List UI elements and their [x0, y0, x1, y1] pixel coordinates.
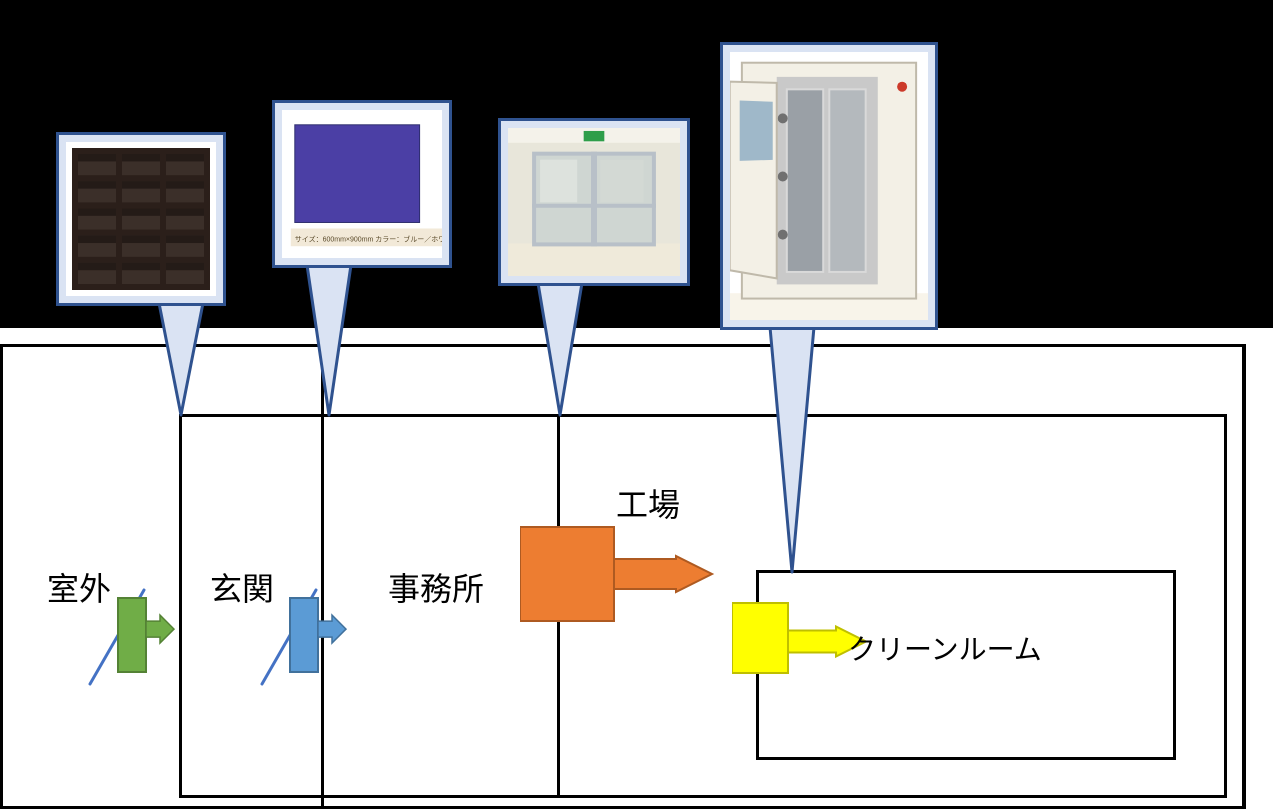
label-factory: 工場	[616, 480, 680, 526]
shelf-icon	[66, 142, 216, 296]
door-office-to-factory	[520, 522, 722, 626]
callout-tail-shelf	[155, 301, 207, 417]
label-office: 事務所	[388, 564, 484, 610]
sticky-mat-icon: サイズ：600mm×900mm カラー：ブルー／ホワイト	[282, 110, 442, 258]
callout-tail-glassdoor	[534, 281, 586, 417]
label-outside: 室外	[47, 564, 111, 610]
callout-tail-mat	[303, 263, 355, 417]
glass-door-icon	[508, 128, 680, 276]
svg-text:サイズ：600mm×900mm カラー：ブルー／ホワイト: サイズ：600mm×900mm カラー：ブルー／ホワイト	[295, 234, 442, 243]
callout-tail-airshower	[766, 325, 818, 574]
air-shower-icon	[730, 52, 928, 320]
label-cleanroom: クリーンルーム	[848, 628, 1042, 668]
label-genkan: 玄関	[210, 564, 274, 610]
diagram-stage: 室外 玄関 事務所 工場 クリーンルーム サイズ：600mm×900mm カラー…	[0, 0, 1273, 809]
